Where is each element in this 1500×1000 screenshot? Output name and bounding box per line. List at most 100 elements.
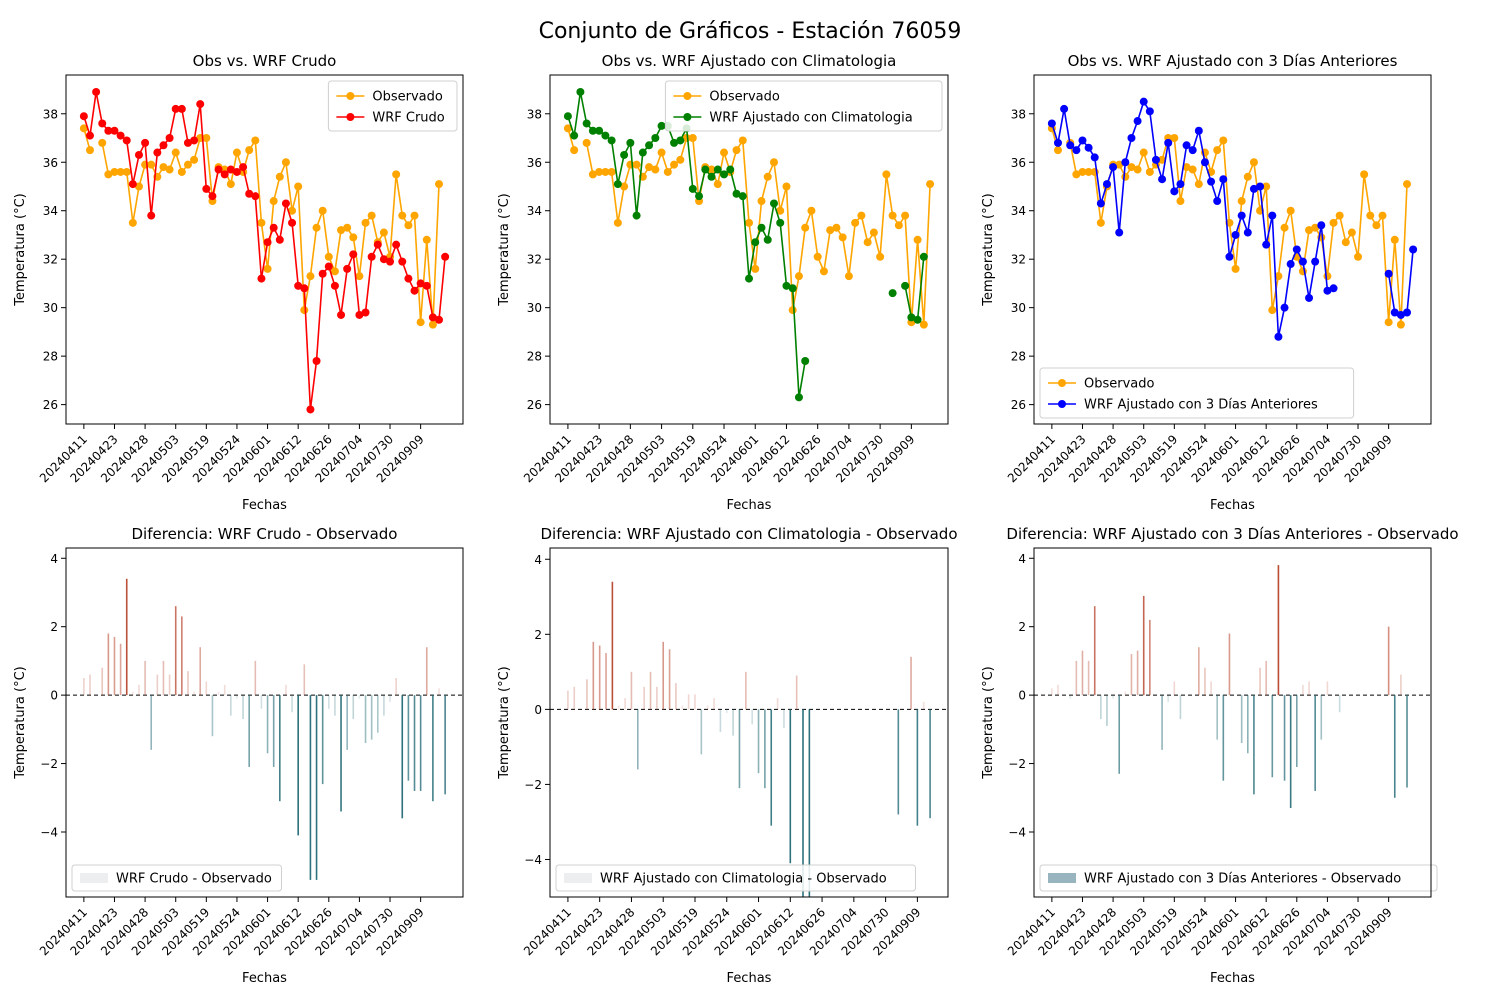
data-point (745, 218, 753, 227)
data-point (1323, 286, 1332, 295)
data-point (110, 167, 119, 176)
legend-label: Observado (709, 90, 780, 105)
data-point (269, 197, 278, 206)
axes-frame (65, 74, 464, 425)
bar (1277, 565, 1280, 696)
data-point (1409, 245, 1418, 254)
data-point (220, 170, 229, 179)
data-point (147, 211, 156, 220)
bar (174, 606, 177, 696)
data-point (428, 313, 437, 322)
y-tick-label: 0 (50, 689, 58, 703)
bar (668, 649, 671, 710)
data-point (349, 250, 358, 259)
data-point (343, 264, 352, 273)
bar (113, 636, 116, 696)
data-point (1262, 240, 1271, 249)
bar (795, 675, 798, 710)
data-point (1139, 97, 1148, 106)
bar (1222, 695, 1225, 781)
data-point (1164, 138, 1173, 147)
data-point (196, 100, 205, 109)
chart-panel-4: Diferencia: WRF Crudo - Observado −4 −2 0 2 4… (13, 525, 464, 986)
data-point (1280, 303, 1289, 312)
bar (401, 695, 404, 819)
data-point (751, 264, 760, 273)
y-tick-label: 28 (43, 350, 58, 364)
data-point (300, 284, 309, 293)
y-tick-label: 30 (43, 301, 58, 315)
chart-panel-3: Obs vs. WRF Ajustado con 3 Días Anterior… (981, 52, 1432, 513)
legend-swatch (80, 873, 108, 883)
legend: Observado WRF Crudo (327, 80, 458, 132)
legend-frame (664, 80, 943, 132)
data-point (676, 155, 685, 164)
data-point (1078, 136, 1087, 145)
bar (1295, 695, 1298, 767)
data-point (776, 218, 785, 227)
data-point (1139, 148, 1148, 157)
data-point (110, 126, 119, 135)
data-point (177, 104, 186, 113)
data-point (732, 146, 741, 155)
data-point (1127, 163, 1136, 172)
data-point (1200, 158, 1209, 167)
data-point (1243, 172, 1252, 181)
bar (1314, 695, 1316, 791)
data-point (1249, 184, 1258, 193)
data-point (1109, 163, 1118, 172)
x-axis-label: Fechas (242, 498, 287, 513)
x-axis-label: Fechas (1210, 498, 1255, 513)
bar (808, 709, 811, 897)
data-point (1047, 119, 1056, 128)
bar (217, 691, 220, 696)
bar (1100, 695, 1102, 720)
data-point (869, 228, 878, 237)
bar (340, 695, 342, 812)
legend-frame (71, 864, 282, 892)
data-point (788, 306, 797, 315)
bar (764, 709, 766, 789)
bar (1387, 626, 1390, 696)
data-point (1249, 158, 1258, 167)
data-point (441, 252, 450, 261)
data-point (1390, 235, 1399, 244)
bar (1247, 695, 1249, 754)
bar (783, 709, 785, 729)
legend-swatch (564, 873, 592, 883)
data-point (306, 272, 315, 281)
data-point (269, 223, 278, 232)
data-point (386, 257, 395, 266)
data-point (1262, 182, 1271, 191)
y-tick-label: 36 (527, 156, 542, 170)
data-point (306, 405, 315, 414)
figure-title: Conjunto de Gráficos - Estación 76059 (539, 19, 962, 44)
bar (649, 671, 652, 710)
legend-marker (683, 92, 692, 100)
axes-frame (65, 547, 464, 898)
data-point (281, 158, 290, 167)
legend-frame (555, 864, 916, 892)
data-point (763, 235, 772, 244)
bar (656, 686, 658, 710)
bar (1075, 660, 1078, 696)
data-point (1237, 211, 1246, 220)
data-point (588, 170, 597, 179)
data-point (651, 134, 660, 143)
bar (1204, 667, 1206, 696)
data-point (888, 289, 897, 298)
bar (1142, 595, 1145, 696)
bar (303, 664, 306, 696)
data-point (98, 119, 107, 128)
data-point (263, 264, 272, 273)
data-point (300, 306, 309, 315)
y-axis-label: Temperatura (°C) (13, 193, 28, 306)
bar (1265, 660, 1267, 696)
bar (1149, 619, 1151, 696)
bar (150, 695, 153, 750)
axes-frame (549, 547, 949, 898)
data-point (202, 184, 211, 193)
data-point (1329, 284, 1338, 293)
data-point (926, 180, 935, 189)
bar (713, 698, 715, 710)
